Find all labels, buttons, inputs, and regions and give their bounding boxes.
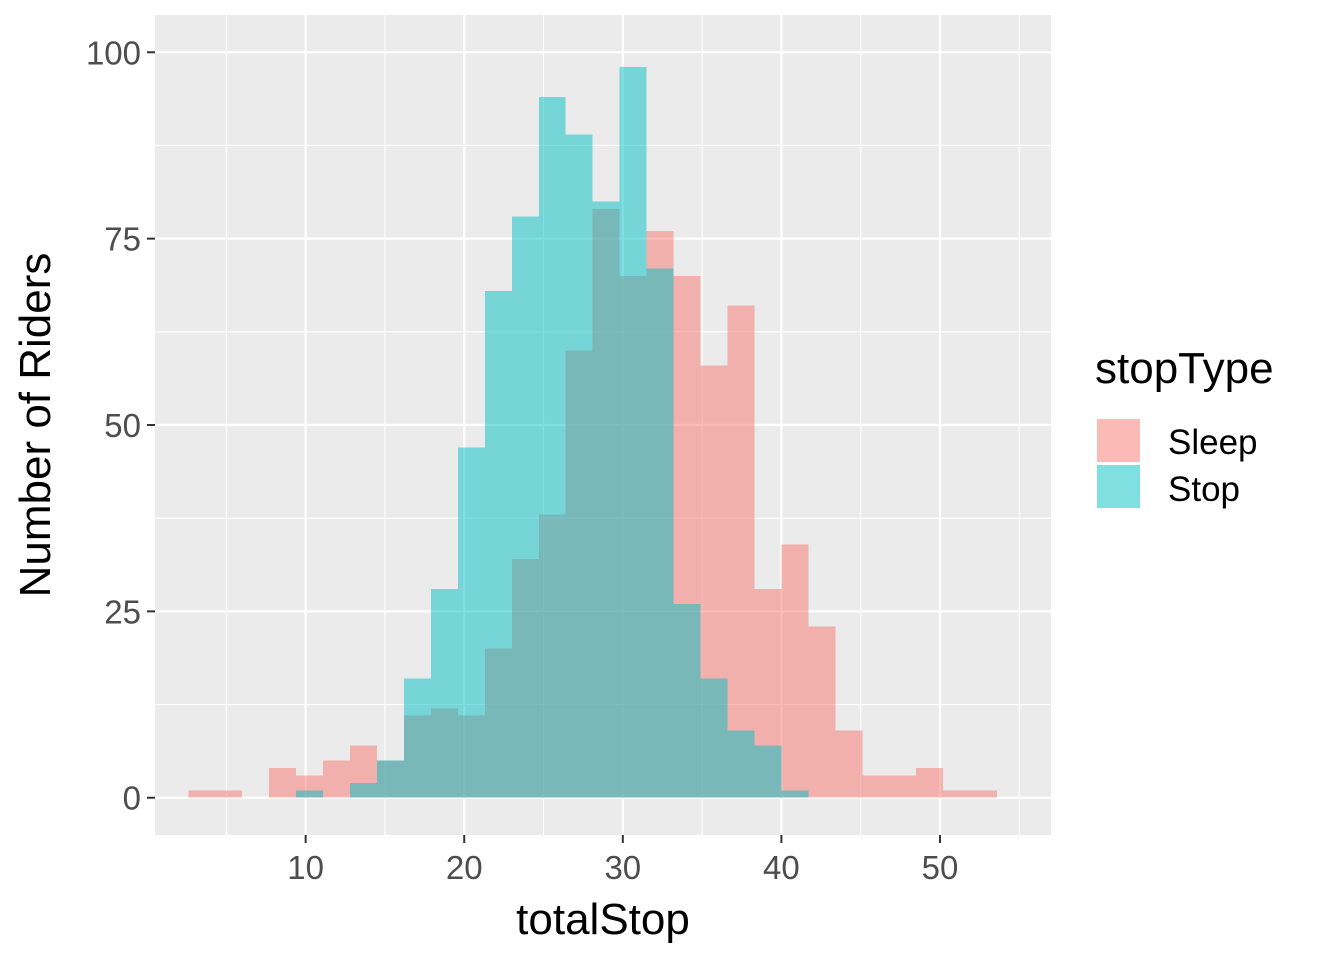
bar-stop — [430, 589, 458, 798]
bar-stop — [377, 760, 404, 798]
bar-sleep — [862, 775, 890, 798]
bar-sleep — [215, 790, 243, 798]
y-tick-label: 0 — [123, 780, 141, 817]
y-tick-label: 100 — [86, 34, 141, 71]
bar-sleep — [970, 790, 998, 798]
histogram-bars — [188, 67, 998, 798]
legend-key-sleep — [1097, 419, 1140, 462]
x-axis: 10 20 30 40 50 — [287, 835, 958, 886]
bar-sleep — [808, 626, 836, 798]
bar-sleep — [889, 775, 917, 798]
bar-stop — [781, 790, 809, 798]
y-tick-label: 50 — [104, 407, 141, 444]
y-axis-title: Number of Riders — [11, 253, 60, 598]
bar-stop — [700, 678, 728, 798]
bar-sleep — [323, 760, 351, 798]
x-tick-label: 10 — [287, 849, 324, 886]
bar-stop — [646, 268, 674, 798]
legend-key-stop — [1097, 465, 1140, 508]
legend: stopType Sleep Stop — [1095, 344, 1274, 509]
bar-sleep — [269, 767, 297, 798]
bar-stop — [673, 603, 701, 798]
legend-title: stopType — [1095, 344, 1274, 393]
bar-sleep — [727, 305, 755, 798]
bar-sleep — [943, 790, 971, 798]
bar-stop — [403, 678, 431, 798]
bar-stop — [457, 447, 485, 798]
bar-stop — [484, 290, 512, 798]
y-tick-label: 75 — [104, 221, 141, 258]
x-tick-label: 20 — [446, 849, 483, 886]
x-tick-label: 30 — [604, 849, 641, 886]
bar-sleep — [188, 790, 216, 798]
legend-label-stop: Stop — [1168, 470, 1240, 509]
series-stop — [296, 67, 809, 798]
bar-sleep — [835, 730, 863, 798]
bar-sleep — [916, 767, 944, 798]
bar-stop — [727, 730, 755, 798]
bar-stop — [592, 201, 620, 798]
bar-stop — [565, 134, 593, 798]
bar-stop — [511, 216, 539, 798]
y-axis: 0 25 50 75 100 — [86, 34, 155, 817]
x-tick-label: 50 — [922, 849, 959, 886]
bar-stop — [619, 67, 647, 798]
bar-sleep — [781, 544, 809, 798]
y-tick-label: 25 — [104, 593, 141, 630]
bar-stop — [350, 782, 378, 798]
bar-stop — [538, 97, 566, 798]
x-tick-label: 40 — [763, 849, 800, 886]
x-axis-title: totalStop — [516, 895, 690, 944]
bar-stop — [296, 790, 324, 798]
bar-stop — [754, 745, 782, 798]
legend-label-sleep: Sleep — [1168, 423, 1258, 462]
